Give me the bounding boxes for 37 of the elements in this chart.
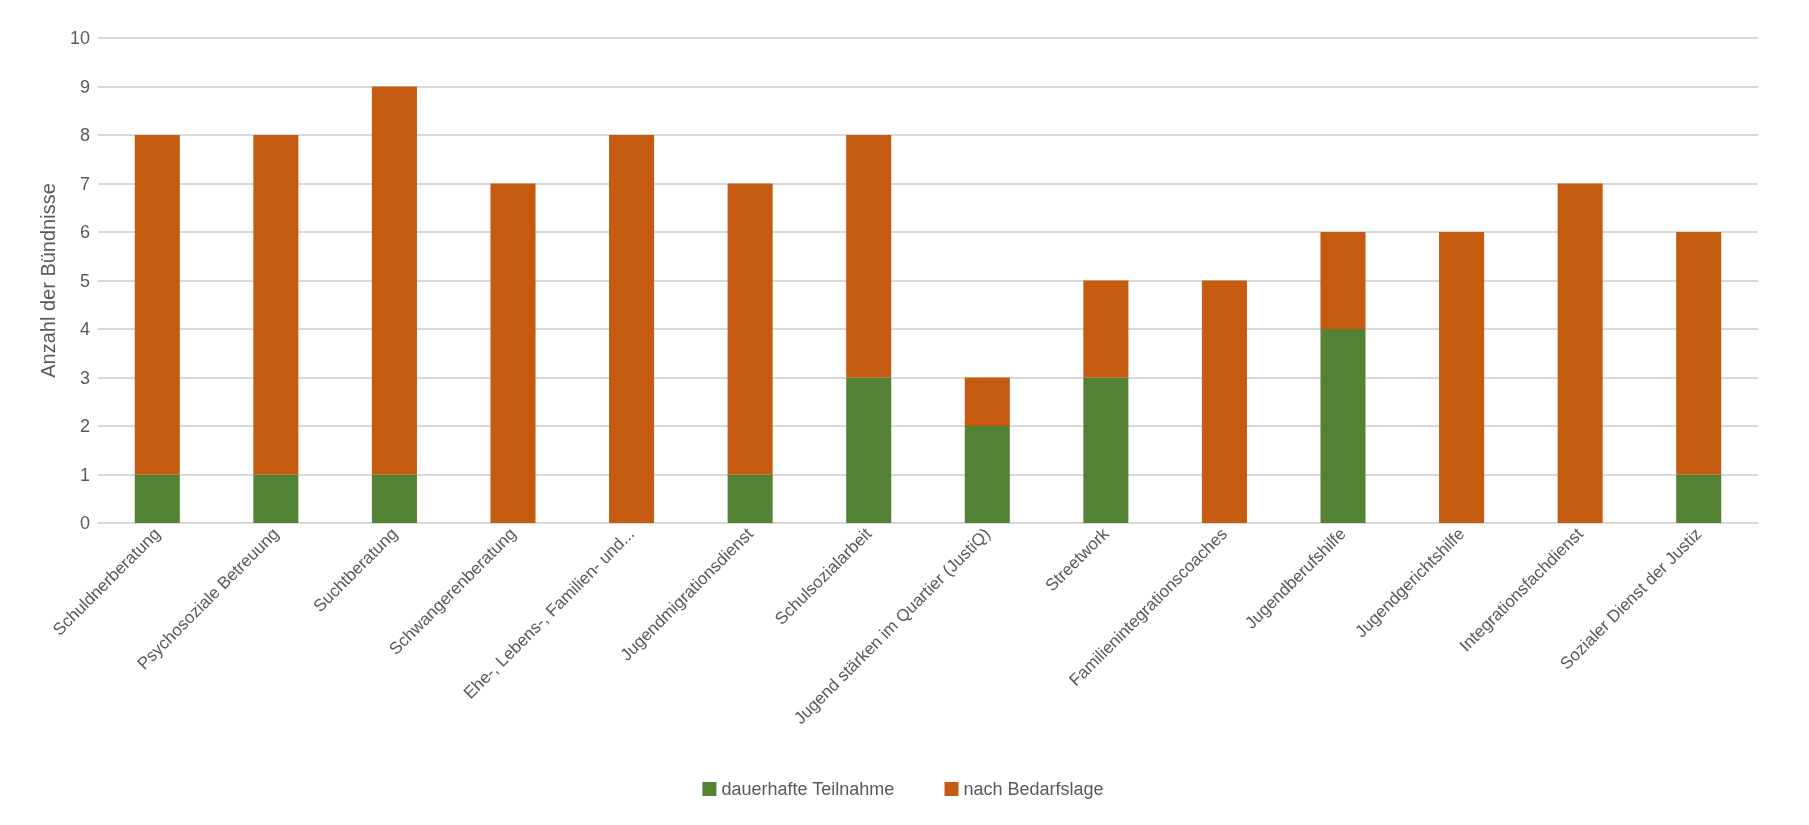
- y-tick-label: 7: [79, 173, 90, 194]
- bar: [964, 377, 1010, 426]
- bar: [1557, 183, 1603, 523]
- y-tick-label: 8: [79, 125, 90, 145]
- bar: [253, 474, 299, 523]
- bar: [964, 426, 1010, 523]
- y-axis-title: Anzahl der Bündnisse: [37, 183, 59, 378]
- bar: [1083, 377, 1129, 523]
- bar: [253, 135, 299, 475]
- legend-label: nach Bedarfslage: [963, 779, 1104, 799]
- bar: [1201, 280, 1247, 523]
- y-tick-label: 9: [79, 76, 90, 97]
- bar: [490, 183, 536, 523]
- y-tick-label: 6: [79, 222, 90, 242]
- bar: [371, 474, 417, 523]
- bar: [1676, 474, 1722, 523]
- legend-label: dauerhafte Teilnahme: [721, 779, 895, 799]
- bar: [727, 474, 773, 523]
- bar: [846, 135, 892, 378]
- y-tick-label: 10: [69, 28, 90, 48]
- y-tick-label: 5: [79, 270, 90, 291]
- y-tick-label: 1: [79, 464, 90, 485]
- bar: [1320, 232, 1366, 329]
- bar: [1439, 232, 1485, 523]
- bar: [134, 135, 180, 475]
- y-tick-label: 3: [79, 367, 90, 388]
- bar: [1676, 232, 1722, 475]
- y-tick-label: 4: [79, 319, 90, 339]
- bar: [609, 135, 655, 523]
- bar: [134, 474, 180, 523]
- bar: [846, 377, 892, 523]
- bar: [1320, 329, 1366, 523]
- y-tick-label: 2: [79, 416, 90, 436]
- y-tick-label: 0: [79, 513, 90, 533]
- bar: [371, 86, 417, 475]
- bar: [1083, 280, 1129, 378]
- bar: [727, 183, 773, 475]
